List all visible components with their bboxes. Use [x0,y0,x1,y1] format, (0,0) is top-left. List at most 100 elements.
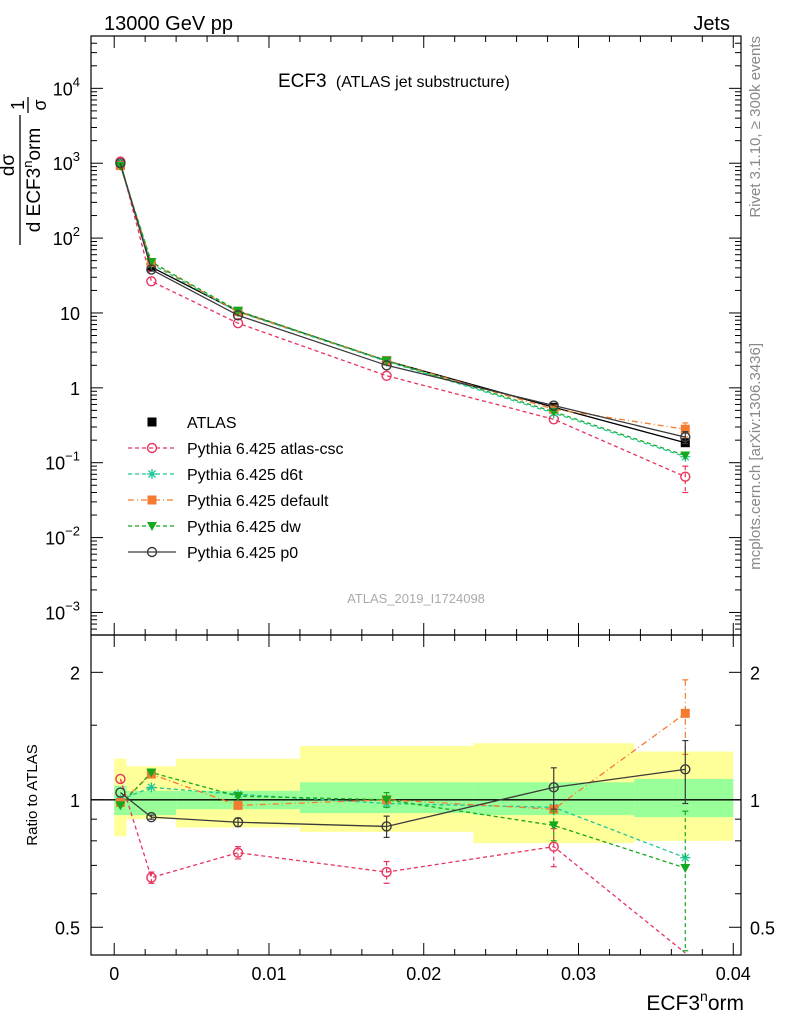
y-tick-label: 103 [53,149,80,174]
main-pythia-6-425-p0-line [119,163,686,438]
ratio-pythia-6-425-dw-point [146,768,157,778]
main-pythia-6-425-atlas-csc-point [381,370,392,381]
main-pythia-6-425-p0-point [115,158,126,169]
analysis-id: ATLAS_2019_I1724098 [347,591,485,606]
y-tick-label-base: 10 [45,454,65,474]
main-atlas-series [115,160,690,448]
y-tick-label-exp: −1 [65,449,80,464]
ylabel-d-den: d ECF3norm [20,128,45,232]
ylabel-d-den-tail: orm [24,128,45,161]
ratio-pythia-6-425-p0-point [381,821,392,832]
ratio-pythia-6-425-atlas-csc-point [381,866,392,878]
main-pythia-6-425-p0-point [548,400,559,411]
y-tick-label-exp: 4 [73,74,80,89]
main-pythia-6-425-atlas-csc-point [680,471,691,482]
legend-label-atlas-csc: Pythia 6.425 atlas-csc [187,441,344,458]
legend-marker [146,546,158,558]
ratio-pythia-6-425-atlas-csc-point [548,841,559,852]
ratio-pythia-6-425-dw-line [119,771,686,869]
legend-label-default: Pythia 6.425 default [187,493,329,510]
main-y-label: 1 σ dσ d ECF3norm [0,97,50,245]
main-pythia-6-425-default-series [115,161,690,438]
ratio-pythia-6-425-d6t-point [146,782,157,793]
ratio-pythia-6-425-p0-line [120,768,686,828]
legend-symbol-dw [128,522,176,531]
legend-symbol-atlas [147,417,157,427]
main-pythia-6-425-p0-series [115,158,691,445]
main-pythia-6-425-atlas-csc-point [146,276,157,287]
ylabel-d-num: dσ [0,154,19,177]
main-pythia-6-425-d6t-line [119,163,686,458]
legend-item-d6t: Pythia 6.425 d6t [128,467,303,484]
legend-label-d6t: Pythia 6.425 d6t [187,467,303,484]
legend-symbol-p0 [128,546,176,558]
main-pythia-6-425-atlas-csc-line [119,161,686,478]
main-atlas-line [119,164,686,444]
ratio-pythia-6-425-p0-point [115,787,126,798]
legend-marker [146,442,158,454]
ratio-pythia-6-425-dw-point [381,795,392,805]
ratio-pythia-6-425-p0-point [680,764,691,775]
ratio-pythia-6-425-dw-point [115,801,126,811]
legend-marker [147,522,157,531]
legend-marker [147,469,157,479]
ratio-pythia-6-425-p0-series [115,739,691,839]
legend-label-p0: Pythia 6.425 p0 [187,545,298,562]
legend-item-dw: Pythia 6.425 dw [128,519,301,536]
y-tick-label: 10 [60,304,80,324]
chart-title: ECF3 (ATLAS jet substructure) [278,71,510,92]
main-pythia-6-425-dw-point [115,161,126,171]
y-tick-label: 10−3 [45,598,80,623]
main-pythia-6-425-p0-point [381,360,392,371]
xlabel-tail: orm [708,992,744,1015]
main-pythia-6-425-p0-point [146,264,157,275]
chart-title-main: ECF3 [278,71,327,92]
ratio-y-label: Ratio to ATLAS [24,744,41,845]
ylabel-frac-num: 1 [8,100,28,110]
ratio-plot-frame [90,634,742,956]
legend-item-p0: Pythia 6.425 p0 [128,545,298,562]
ratio-pythia-6-425-d6t-point [680,852,691,863]
header-right: Jets [693,13,730,35]
main-pythia-6-425-dw-line [119,165,686,457]
y-tick-label: 102 [53,224,80,249]
ratio-y-tick-label-right: 2 [750,663,760,683]
ratio-pythia-6-425-dw-point [233,792,244,802]
axes: 0 0.01 0.02 0.03 0.0410−310−210−111010210310… [45,35,775,984]
y-tick-label-base: 10 [45,603,65,623]
ratio-panel-series [115,679,691,954]
main-pythia-6-425-atlas-csc-point [232,317,244,329]
x-tick-label: 0 [109,964,119,984]
ratio-y-tick-label-right: 1 [750,791,760,811]
legend-symbol-d6t [128,469,176,479]
y-tick-label-base: 10 [53,154,73,174]
ratio-pythia-6-425-dw-point [680,864,691,874]
xlabel-base: ECF3 [646,992,700,1015]
ratio-y-tick-label-left: 0.5 [55,918,80,938]
ratio-pythia-6-425-atlas-csc-series [115,773,686,954]
ratio-pythia-6-425-atlas-csc-line [119,778,686,954]
legend-item-atlas: ATLAS [147,415,237,432]
ratio-y-tick-label-left: 2 [70,663,80,683]
ratio-pythia-6-425-default-point [233,800,243,810]
legend-label-atlas: ATLAS [187,415,237,432]
x-tick-label: 0.02 [406,964,441,984]
ratio-pythia-6-425-atlas-csc-point [232,847,244,858]
ratio-pythia-6-425-atlas-csc-point [146,872,157,883]
chart-title-sub: (ATLAS jet substructure) [336,74,510,91]
y-tick-label-base: 10 [60,304,80,324]
legend-item-atlas-csc: Pythia 6.425 atlas-csc [128,441,344,458]
side-text-top: Rivet 3.1.10, ≥ 300k events [747,36,764,218]
legend-item-default: Pythia 6.425 default [128,493,329,510]
legend-symbol-default [128,495,176,505]
x-axis-label: ECF3norm [646,988,744,1015]
legend-marker [147,495,157,505]
y-tick-label-exp: 3 [73,149,80,164]
y-tick-label: 10−1 [45,449,80,474]
header-left: 13000 GeV pp [104,13,233,35]
ratio-pythia-6-425-dw-series [115,768,691,952]
ratio-pythia-6-425-dw-point [548,821,559,831]
main-panel-series [115,156,691,494]
ratio-pythia-6-425-default-point [680,708,690,718]
